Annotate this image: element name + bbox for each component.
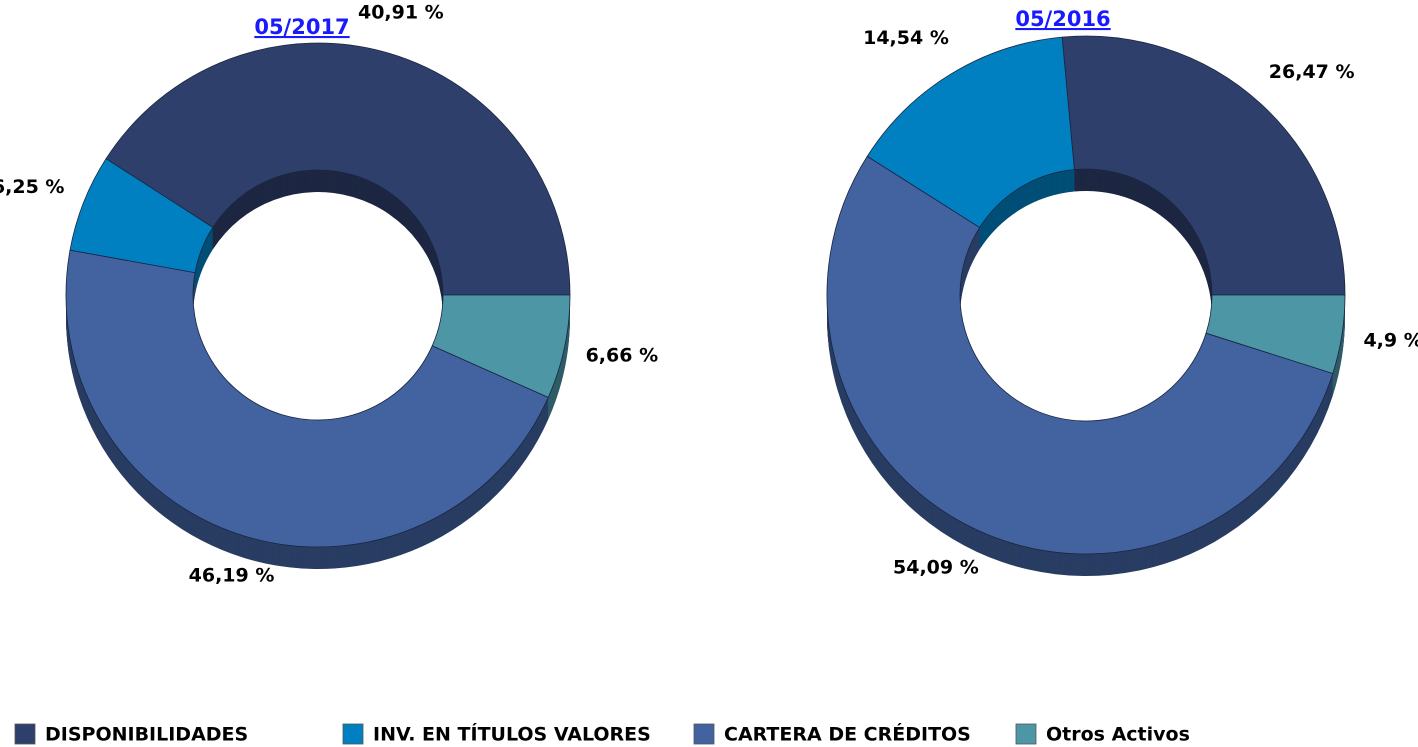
- data-label: 4,9 %: [1363, 330, 1418, 352]
- legend-label: DISPONIBILIDADES: [45, 724, 248, 746]
- data-label: 54,09 %: [893, 556, 979, 578]
- data-label: 14,54 %: [863, 27, 949, 49]
- slice: [431, 294, 571, 398]
- legend-label: INV. EN TÍTULOS VALORES: [373, 723, 651, 746]
- slice: [826, 155, 1334, 555]
- data-label: 46,19 %: [189, 564, 275, 586]
- legend-label: CARTERA DE CRÉDITOS: [724, 723, 971, 746]
- data-label: 6,25 %: [0, 176, 64, 198]
- data-label: 40,91 %: [358, 1, 444, 23]
- legend-swatch: [342, 723, 364, 745]
- legend-label: Otros Activos: [1046, 724, 1190, 746]
- slice: [866, 36, 1075, 229]
- slice: [1205, 294, 1346, 374]
- legend-swatch: [14, 723, 36, 745]
- chart-title: 05/2017: [254, 15, 349, 39]
- legend-swatch: [693, 723, 715, 745]
- slice: [105, 42, 571, 296]
- chart-title: 05/2016: [1015, 7, 1110, 31]
- legend-swatch: [1015, 723, 1037, 745]
- data-label: 26,47 %: [1269, 61, 1355, 83]
- slice: [65, 249, 549, 548]
- slice: [1061, 35, 1346, 296]
- data-label: 6,66 %: [586, 345, 659, 367]
